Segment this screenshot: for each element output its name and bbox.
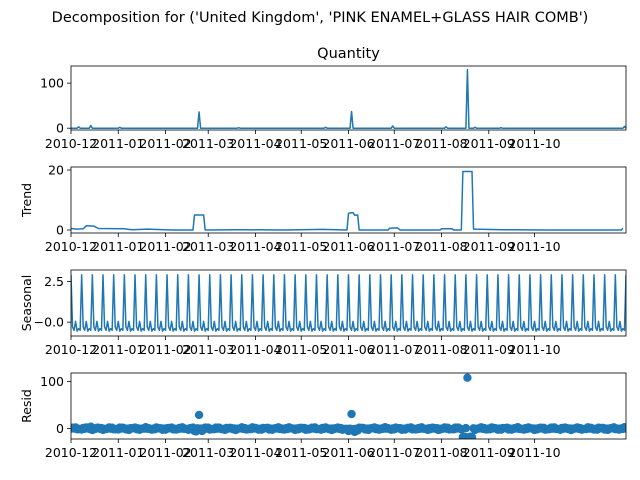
x-tick-label: 2011-07 (368, 239, 420, 254)
x-tick-label: 2011-04 (229, 239, 281, 254)
x-tick-label: 2011-03 (182, 136, 234, 151)
x-tick-label: 2011-03 (182, 239, 234, 254)
x-tick-label: 2011-10 (508, 136, 560, 151)
y-tick-label: −0.0 (34, 315, 64, 330)
x-tick-label: 2011-06 (322, 342, 374, 357)
x-tick-label: 2011-02 (139, 136, 191, 151)
x-tick-label: 2011-02 (139, 342, 191, 357)
axes-frame (70, 65, 627, 131)
x-tick-label: 2011-09 (463, 239, 515, 254)
x-tick-label: 2011-05 (275, 136, 327, 151)
y-tick-label: 2.5 (44, 274, 64, 289)
plot-area (71, 68, 626, 129)
x-tick-label: 2011-09 (463, 136, 515, 151)
y-tick-label: 0 (56, 421, 64, 436)
x-tick-label: 2011-10 (508, 342, 560, 357)
residual-point (347, 409, 356, 419)
x-tick-label: 2011-03 (182, 342, 234, 357)
x-tick-label: 2011-10 (508, 239, 560, 254)
x-tick-label: 2011-08 (415, 342, 467, 357)
series-line-quantity (71, 68, 626, 129)
residual-point (463, 373, 472, 382)
x-tick-label: 2011-01 (92, 445, 144, 460)
x-tick-label: 2011-03 (182, 445, 234, 460)
x-tick-label: 2011-05 (275, 239, 327, 254)
y-axis-title: Seasonal (19, 275, 34, 332)
x-tick-label: 2011-02 (139, 445, 191, 460)
y-axis-title: Resid (19, 389, 34, 423)
panel-title: Quantity (317, 46, 380, 62)
x-tick-label: 2011-01 (92, 342, 144, 357)
x-tick-label: 2011-09 (463, 342, 515, 357)
x-tick-label: 2011-04 (229, 136, 281, 151)
series-line-trend (71, 170, 624, 231)
x-tick-label: 2011-05 (275, 342, 327, 357)
y-tick-label: 100 (40, 374, 64, 389)
axes-frame (70, 166, 627, 234)
figure-suptitle: Decomposition for ('United Kingdom', 'PI… (52, 10, 589, 26)
x-tick-label: 2010-12 (45, 136, 97, 151)
y-tick-label: 100 (40, 76, 64, 91)
x-tick-label: 2010-12 (45, 239, 97, 254)
x-tick-label: 2011-05 (275, 445, 327, 460)
panel-3: Seasonal −0.02.52010-122011-012011-022011… (19, 269, 627, 357)
x-tick-label: 2011-06 (322, 136, 374, 151)
y-tick-label: 0 (56, 223, 64, 238)
panel-1: Quantity 0 100 2010-122011-012011-022011-03… (40, 46, 627, 151)
x-tick-label: 2010-12 (45, 445, 97, 460)
x-tick-label: 2011-07 (368, 136, 420, 151)
x-tick-label: 2011-07 (368, 445, 420, 460)
x-tick-label: 2011-09 (463, 445, 515, 460)
x-tick-label: 2011-04 (229, 342, 281, 357)
y-axis-title: Trend (19, 183, 34, 218)
x-tick-label: 2011-10 (508, 445, 560, 460)
x-tick-label: 2011-08 (415, 239, 467, 254)
plot-area (71, 373, 626, 439)
residual-point (461, 423, 471, 433)
residual-point (194, 410, 204, 420)
plot-area (71, 170, 624, 231)
x-tick-label: 2011-08 (415, 445, 467, 460)
residual-point (621, 424, 626, 433)
x-tick-label: 2011-01 (92, 239, 144, 254)
plot-area (71, 274, 626, 332)
panel-2: Trend0202010-122011-012011-022011-032011… (19, 163, 627, 254)
series-line-seasonal (71, 274, 626, 332)
y-tick-label: 20 (48, 163, 64, 178)
x-tick-label: 2011-04 (229, 445, 281, 460)
x-tick-label: 2011-01 (92, 136, 144, 151)
x-tick-label: 2010-12 (45, 342, 97, 357)
residual-point (467, 432, 477, 439)
panel-4: Resid01002010-122011-012011-022011-03201… (19, 372, 627, 460)
x-tick-label: 2011-02 (139, 239, 191, 254)
x-tick-label: 2011-06 (322, 445, 374, 460)
x-tick-label: 2011-06 (322, 239, 374, 254)
x-tick-label: 2011-08 (415, 136, 467, 151)
y-tick-label: 0 (56, 121, 64, 136)
x-tick-label: 2011-07 (368, 342, 420, 357)
